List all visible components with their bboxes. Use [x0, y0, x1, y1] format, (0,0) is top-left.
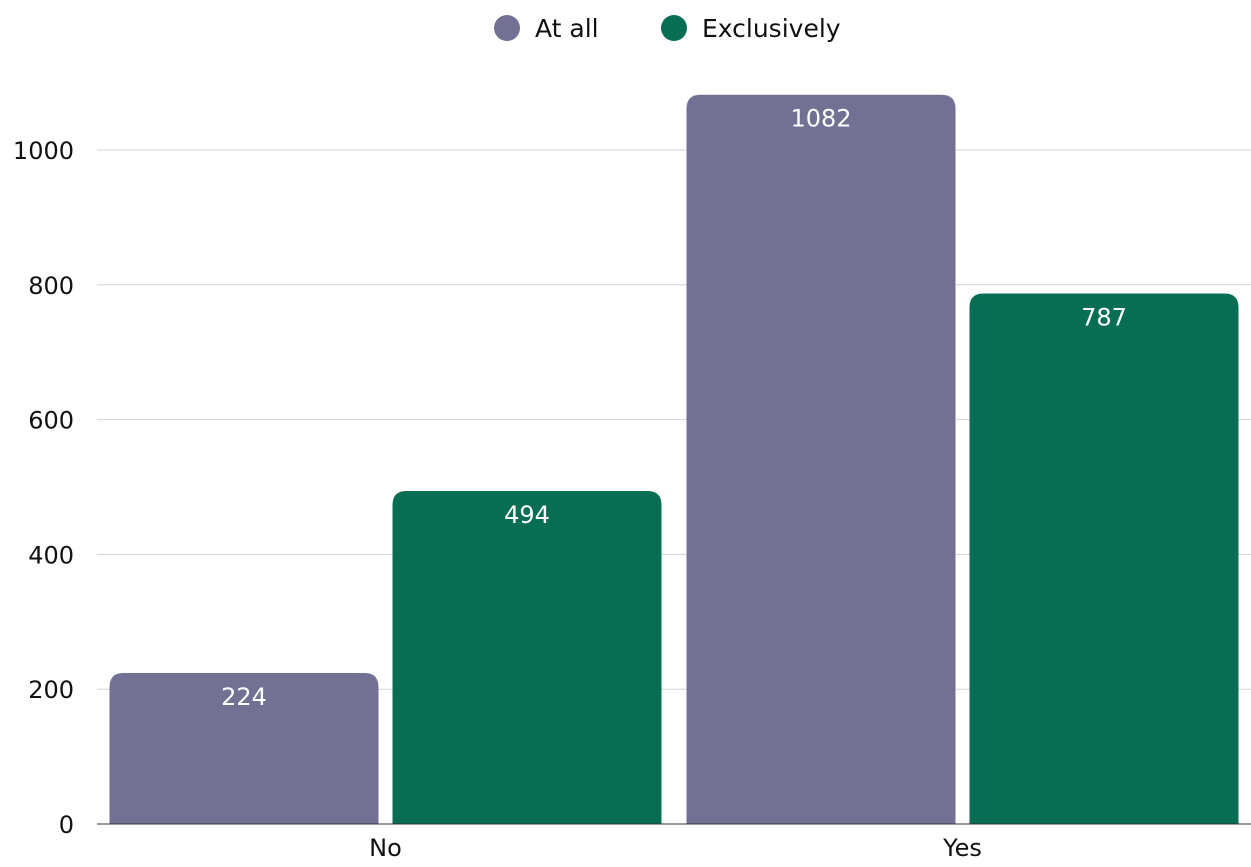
y-tick-label: 1000 — [13, 137, 74, 165]
y-tick-label: 600 — [28, 407, 74, 435]
legend-label: Exclusively — [702, 14, 841, 43]
legend: At all Exclusively — [494, 14, 841, 43]
legend-swatch-exclusively — [661, 15, 687, 41]
legend-label: At all — [535, 14, 599, 43]
y-tick-label: 200 — [28, 676, 74, 704]
y-tick-label: 0 — [59, 811, 74, 839]
x-tick-label: No — [369, 834, 402, 862]
data-label: 494 — [504, 501, 550, 529]
bar-exclusively-no — [392, 491, 662, 824]
y-tick-label: 400 — [28, 541, 74, 569]
bars: 224 494 1082 787 — [109, 94, 1239, 825]
data-label: 1082 — [790, 105, 851, 133]
bar-at-all-yes — [686, 94, 956, 825]
x-axis: No Yes — [97, 823, 1251, 862]
bar-exclusively-yes — [969, 293, 1239, 824]
x-tick-label: Yes — [942, 834, 982, 862]
bar-at-all-no — [109, 673, 379, 824]
data-label: 224 — [221, 683, 267, 711]
data-label: 787 — [1081, 304, 1127, 332]
y-axis-ticks: 0 200 400 600 800 1000 — [13, 137, 74, 839]
legend-swatch-at-all — [494, 15, 520, 41]
y-tick-label: 800 — [28, 272, 74, 300]
